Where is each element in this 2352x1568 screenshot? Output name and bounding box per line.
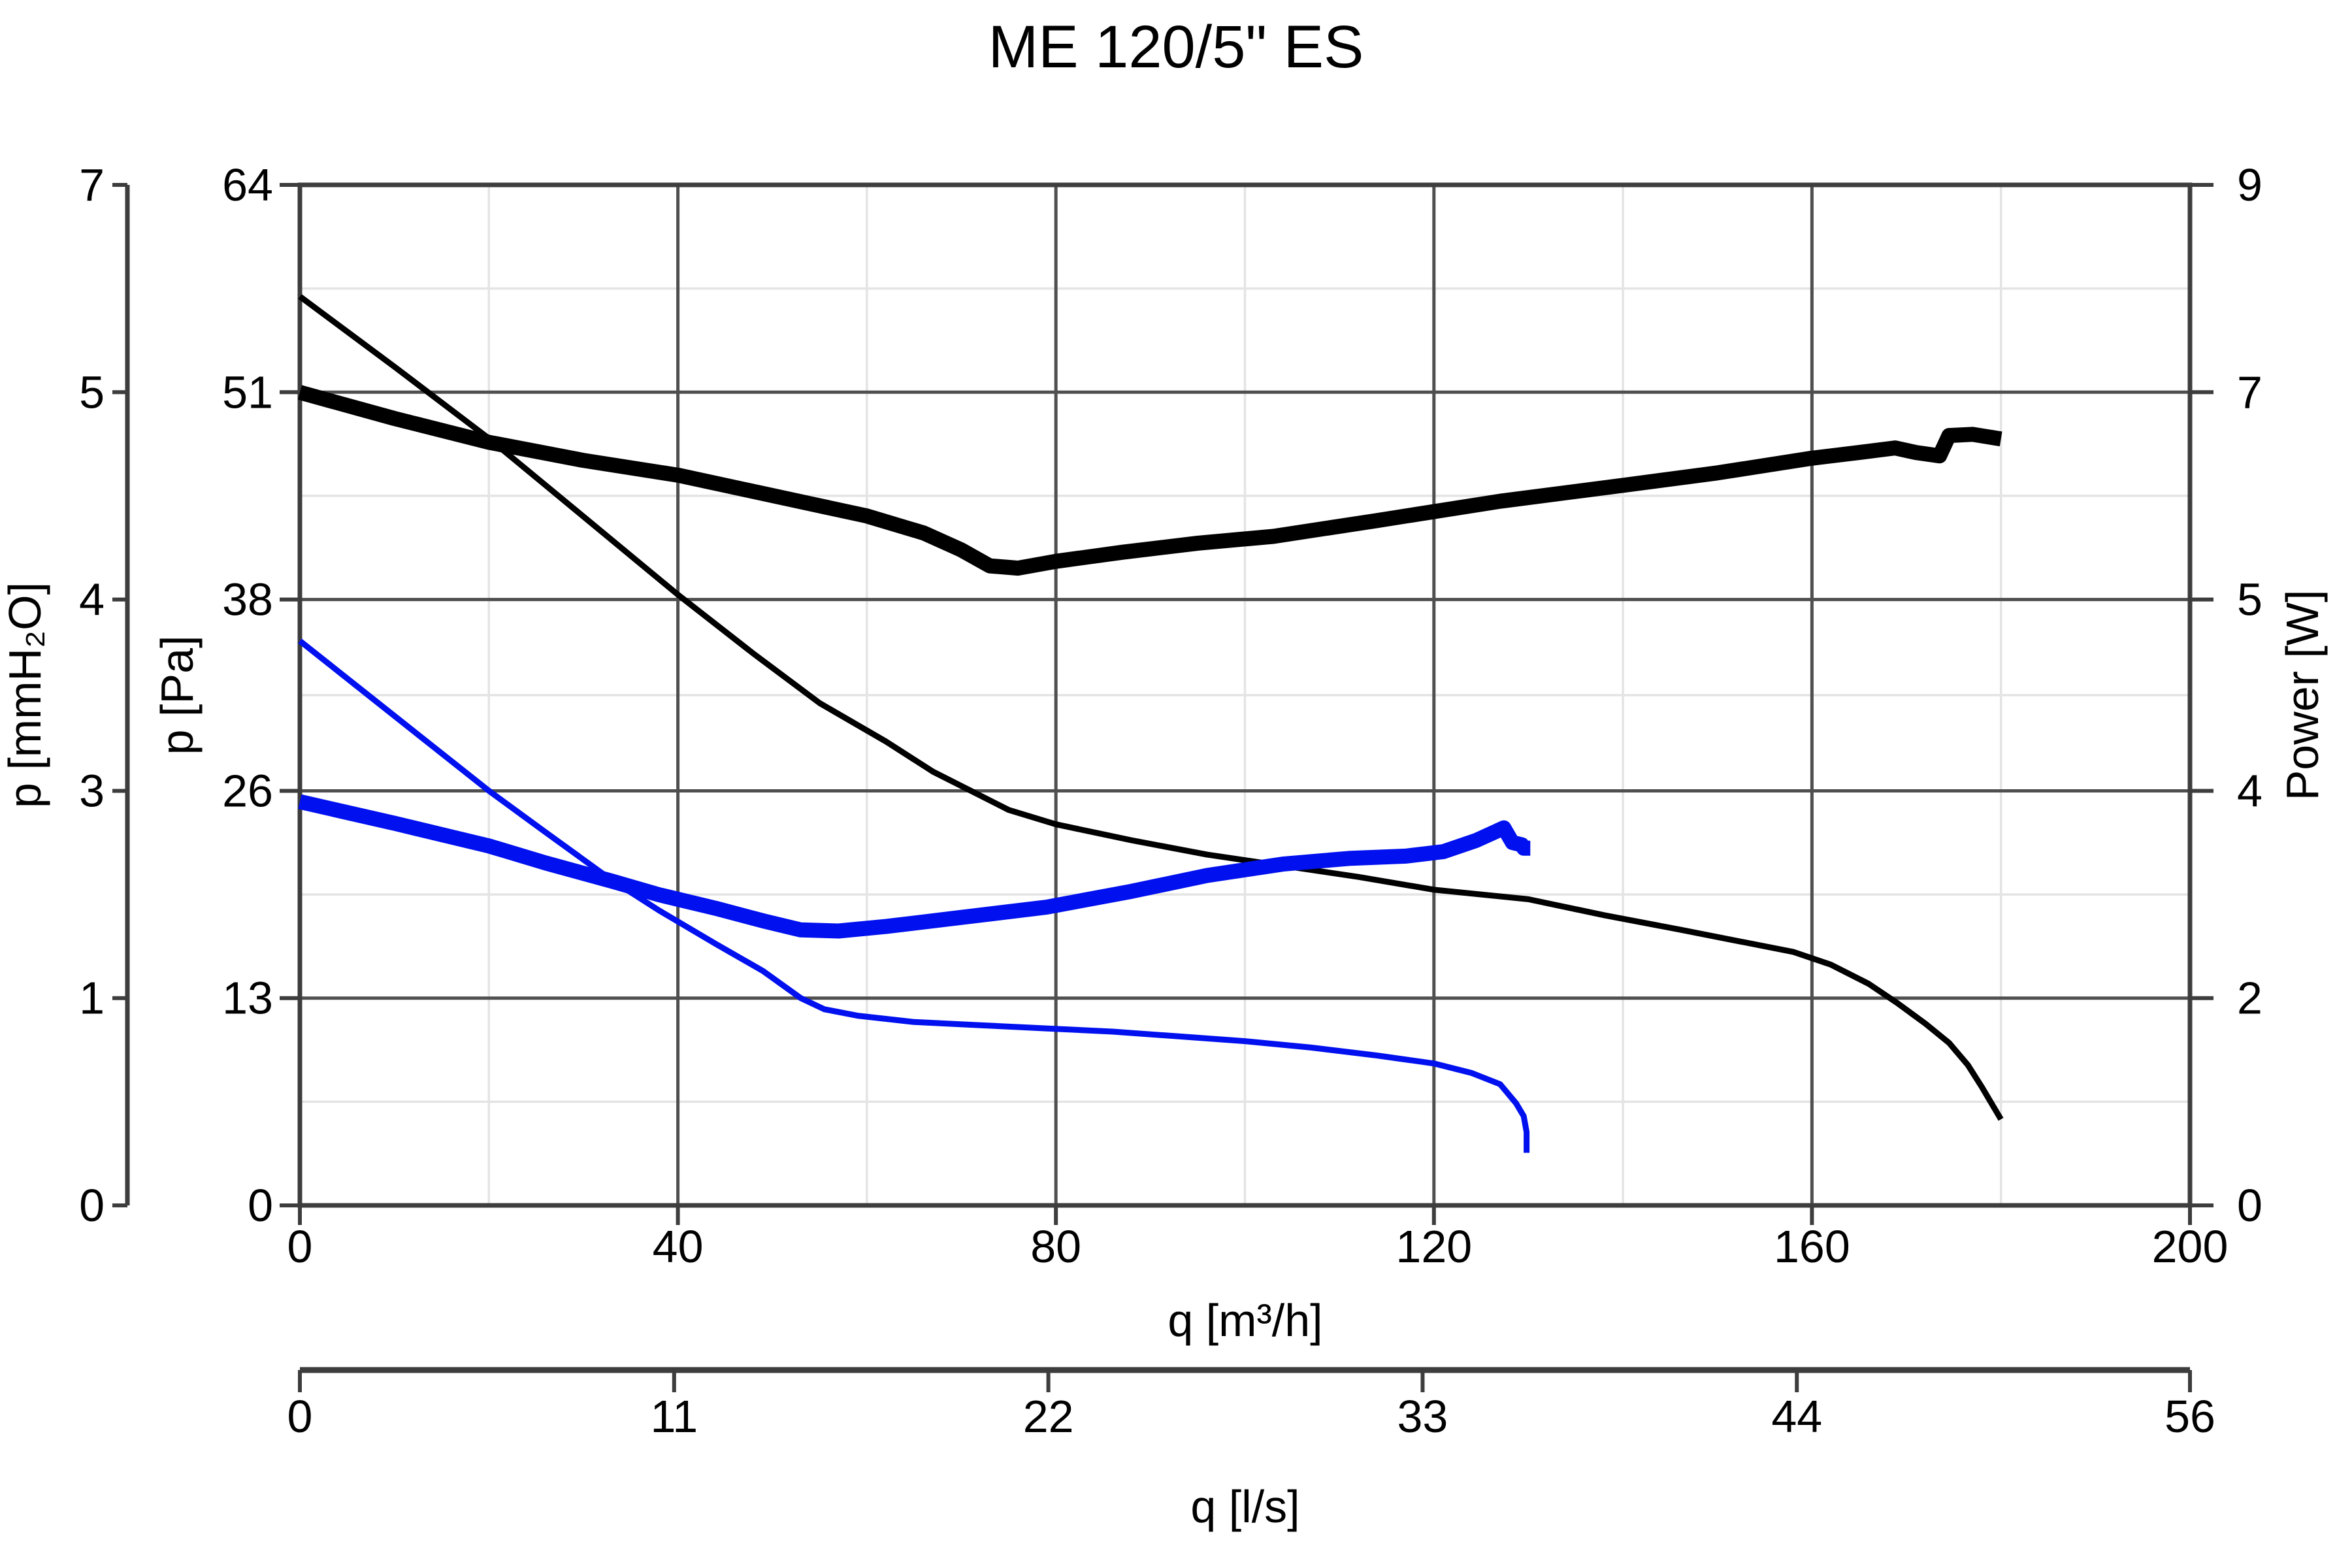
- power-tick-label: 7: [2237, 367, 2262, 417]
- curve-pressure-low-speed: [298, 638, 1530, 1153]
- pa-tick-label: 64: [222, 159, 273, 210]
- grid-minor: [300, 185, 2190, 1205]
- m3h-tick-label: 160: [1774, 1221, 1850, 1272]
- x-axis-title-ls: q [l/s]: [1190, 1481, 1299, 1532]
- ls-tick-label: 44: [1771, 1391, 1822, 1442]
- x-axis-title-m3h: q [m³/h]: [1168, 1295, 1322, 1346]
- mmh2o-tick-label: 5: [79, 367, 105, 417]
- mmh2o-tick-label: 4: [79, 574, 105, 625]
- mmh2o-tick-label: 1: [79, 973, 105, 1024]
- axes: [125, 182, 2193, 1373]
- y-axis-title-pa: p [Pa]: [152, 636, 203, 755]
- mmh2o-tick-label: 3: [79, 765, 105, 816]
- pa-tick-label: 38: [222, 574, 273, 625]
- pa-tick-label: 13: [222, 973, 273, 1024]
- pa-tick-label: 51: [222, 367, 273, 417]
- pa-tick-label: 0: [248, 1180, 273, 1231]
- m3h-tick-label: 200: [2152, 1221, 2229, 1272]
- power-tick-label: 2: [2237, 973, 2262, 1024]
- power-tick-label: 9: [2237, 159, 2262, 210]
- ls-tick-label: 0: [287, 1391, 313, 1442]
- ls-tick-label: 33: [1397, 1391, 1448, 1442]
- y-axis-title-power: Power [W]: [2277, 590, 2328, 801]
- curve-power-low-speed: [298, 794, 1531, 939]
- chart-title: ME 120/5" ES: [988, 14, 1364, 80]
- mmh2o-tick-label: 0: [79, 1180, 105, 1231]
- pa-tick-label: 26: [222, 765, 273, 816]
- ls-tick-label: 11: [650, 1391, 698, 1442]
- m3h-tick-label: 80: [1030, 1221, 1081, 1272]
- power-tick-label: 0: [2237, 1180, 2262, 1231]
- curve-power-high-speed: [297, 385, 2002, 576]
- plot-border: [297, 182, 2193, 1208]
- mmh2o-tick-label: 7: [79, 159, 105, 210]
- curve-pressure-high-speed: [298, 294, 2004, 1121]
- curves: [297, 294, 2004, 1153]
- m3h-tick-label: 120: [1396, 1221, 1472, 1272]
- ls-tick-label: 22: [1023, 1391, 1074, 1442]
- power-tick-label: 4: [2237, 765, 2262, 816]
- power-tick-label: 5: [2237, 574, 2262, 625]
- m3h-tick-label: 40: [653, 1221, 704, 1272]
- ls-tick-label: 56: [2164, 1391, 2215, 1442]
- m3h-tick-label: 0: [287, 1221, 313, 1272]
- grid-major: [300, 185, 2190, 1205]
- y-axis-title-mmh2o: p [mmH₂O]: [0, 582, 50, 808]
